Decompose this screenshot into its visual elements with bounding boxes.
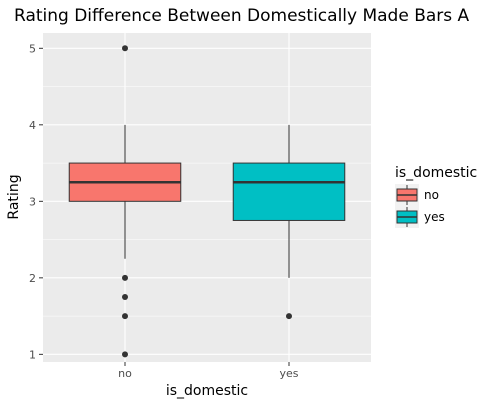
chart-title: Rating Difference Between Domestically M… [14,6,470,26]
y-tick-label: 5 [29,42,36,55]
legend: is_domestic no yes [395,165,477,228]
outlier-point [122,274,128,281]
outlier-point [122,293,128,300]
boxplot-no [68,45,182,358]
legend-label: no [424,188,439,202]
boxplots [68,45,346,358]
y-tick-label: 4 [29,119,36,132]
outlier-point [286,313,292,320]
legend-label: yes [424,210,445,224]
y-tick-label: 3 [29,195,36,208]
y-tick-label: 1 [29,348,36,361]
outlier-point [122,45,128,52]
outlier-point [122,313,128,320]
box-iqr [232,162,346,221]
x-axis-title: is_domestic [166,383,248,399]
y-axis-title: Rating [6,174,22,219]
outlier-point [122,351,128,358]
boxplot-yes [232,124,346,320]
x-axis-ticks: no yes [118,362,299,380]
y-tick-label: 2 [29,272,36,285]
legend-title: is_domestic [395,165,477,181]
x-tick-label: yes [279,367,298,380]
y-axis-ticks: 1 2 3 4 5 [29,42,43,361]
x-tick-label: no [118,367,132,380]
